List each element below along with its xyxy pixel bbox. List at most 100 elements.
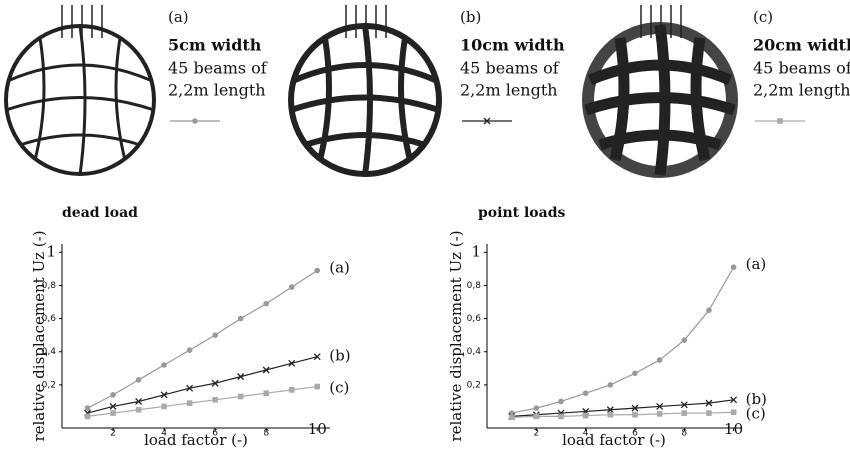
series-line xyxy=(87,356,318,414)
legend-marker xyxy=(777,118,783,124)
y-axis-label: relative displacement Uz (-) xyxy=(30,230,48,441)
series-line xyxy=(511,411,734,418)
data-point xyxy=(263,390,269,396)
data-point xyxy=(314,267,321,274)
panel-length: 2,2m length xyxy=(168,81,266,100)
x-axis-label: load factor (-) xyxy=(144,431,248,449)
data-point xyxy=(160,391,168,399)
data-point xyxy=(161,403,167,410)
data-point xyxy=(681,337,688,343)
data-point xyxy=(656,402,664,410)
panel-label: (c) xyxy=(753,8,773,26)
data-point xyxy=(533,405,540,411)
data-point xyxy=(681,410,688,416)
data-point xyxy=(135,406,142,413)
panel-width: 5cm width xyxy=(168,36,262,55)
panel-width: 10cm width xyxy=(460,36,565,55)
panel-width: 20cm width xyxy=(753,36,850,55)
data-point xyxy=(135,377,142,383)
series-label: (c) xyxy=(329,379,349,397)
y-axis-label: relative displacement Uz (-) xyxy=(447,230,465,441)
y-tick-label: 0,8 xyxy=(42,281,57,291)
data-point xyxy=(730,264,737,271)
y-tick-label: 1 xyxy=(471,242,481,260)
y-tick-label: 0,2 xyxy=(467,380,481,390)
x-tick-label: 10 xyxy=(724,420,743,438)
panel-beams: 45 beams of xyxy=(168,59,268,78)
series-line xyxy=(87,385,318,417)
data-point xyxy=(288,284,295,290)
series-label: (a) xyxy=(329,259,350,277)
panel-beams: 45 beams of xyxy=(753,59,850,78)
panel-label: (a) xyxy=(168,8,189,26)
data-point xyxy=(110,410,116,416)
legend-marker xyxy=(192,118,198,124)
data-point xyxy=(313,353,321,361)
series-line xyxy=(511,399,734,417)
data-point xyxy=(533,413,540,420)
y-tick-label: 0,2 xyxy=(42,380,56,390)
data-point xyxy=(706,307,712,314)
data-point xyxy=(263,300,269,307)
data-point xyxy=(632,370,638,377)
data-point xyxy=(558,398,564,405)
data-point xyxy=(680,401,688,409)
series-line xyxy=(511,266,735,414)
data-point xyxy=(632,411,638,418)
data-point xyxy=(84,405,91,411)
x-tick-label: 4 xyxy=(161,429,167,439)
data-point xyxy=(607,411,614,418)
data-point xyxy=(314,383,321,390)
y-tick-label: 0,6 xyxy=(467,314,482,324)
series-label: (b) xyxy=(746,390,767,408)
x-tick-label: 2 xyxy=(110,429,116,439)
data-point xyxy=(135,398,143,405)
series-label: (b) xyxy=(329,347,350,365)
data-point xyxy=(237,373,245,381)
data-point xyxy=(582,390,589,396)
series-label: (c) xyxy=(746,404,766,422)
data-point xyxy=(211,379,219,387)
data-point xyxy=(706,410,712,416)
y-tick-label: 0,6 xyxy=(42,314,57,324)
data-point xyxy=(705,399,713,407)
data-point xyxy=(161,362,167,368)
x-axis-label: load factor (-) xyxy=(562,431,666,449)
legend-marker xyxy=(483,117,491,125)
chart-title: dead load xyxy=(62,205,138,221)
data-point xyxy=(730,409,737,416)
data-point xyxy=(237,315,244,322)
data-point xyxy=(288,387,295,393)
y-tick-label: 1 xyxy=(46,242,56,260)
panel-label: (b) xyxy=(460,8,481,26)
data-point xyxy=(84,413,91,420)
x-tick-label: 10 xyxy=(308,420,327,438)
dome-illustrations xyxy=(4,5,738,178)
data-point xyxy=(631,404,639,412)
data-point xyxy=(582,412,589,419)
y-tick-label: 0,4 xyxy=(42,347,57,357)
data-point xyxy=(109,402,117,410)
data-point xyxy=(656,357,663,363)
panel-beams: 45 beams of xyxy=(460,59,560,78)
data-point xyxy=(186,347,193,353)
x-tick-label: 6 xyxy=(632,429,638,439)
panel-length: 2,2m length xyxy=(753,81,850,100)
data-point xyxy=(558,413,564,420)
data-point xyxy=(110,392,116,398)
y-tick-label: 0,8 xyxy=(467,281,482,291)
panel-length: 2,2m length xyxy=(460,81,558,100)
chart-title: point loads xyxy=(478,205,565,221)
data-point xyxy=(212,332,218,338)
data-point xyxy=(237,393,244,400)
data-point xyxy=(508,414,515,421)
data-point xyxy=(186,400,193,406)
data-point xyxy=(606,406,614,414)
series-line xyxy=(87,270,318,409)
x-tick-label: 6 xyxy=(212,429,218,439)
series-label: (a) xyxy=(746,255,767,273)
y-tick-label: 0,4 xyxy=(467,347,482,357)
data-point xyxy=(212,397,218,403)
x-tick-label: 8 xyxy=(681,429,687,439)
